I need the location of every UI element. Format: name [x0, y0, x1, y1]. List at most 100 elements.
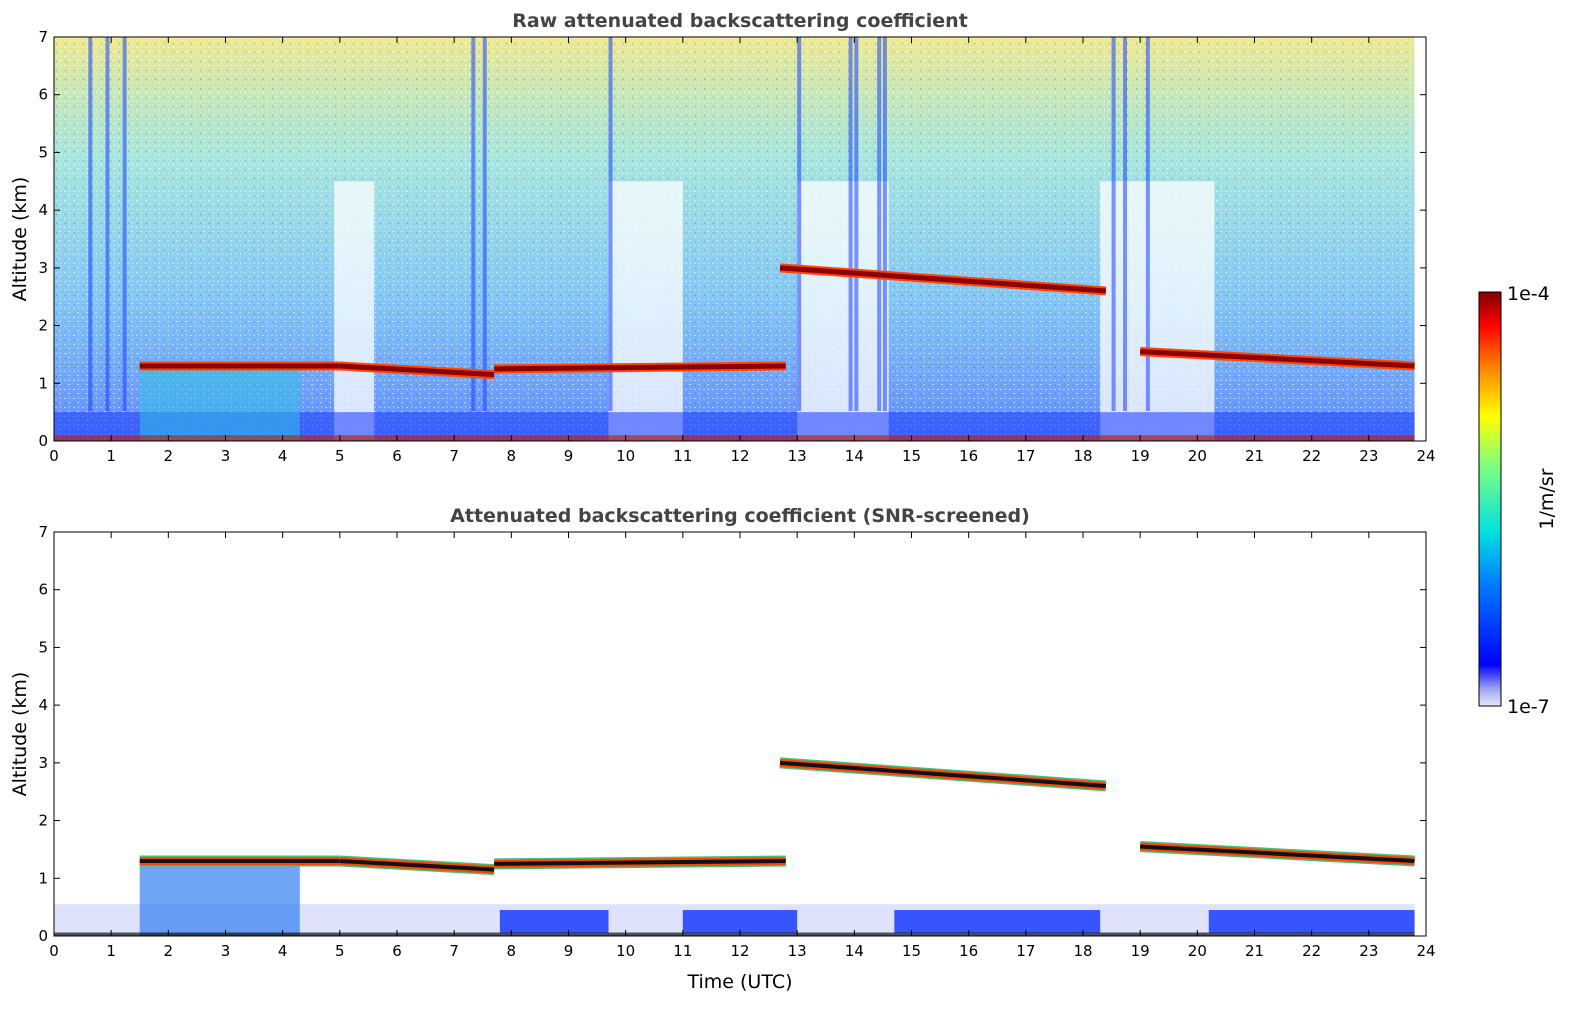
x-tick-label: 16 [959, 942, 978, 960]
y-tick-label: 2 [38, 317, 48, 335]
x-tick-label: 18 [1073, 447, 1092, 465]
screened-y-axis-label: Altitude (km) [9, 672, 31, 797]
x-axis-label: Time (UTC) [686, 971, 792, 993]
x-tick-label: 14 [845, 447, 864, 465]
x-tick-label: 2 [164, 942, 174, 960]
x-tick-label: 2 [164, 447, 174, 465]
y-tick-label: 1 [38, 374, 48, 392]
x-tick-label: 23 [1359, 942, 1378, 960]
x-tick-label: 16 [959, 447, 978, 465]
x-tick-label: 23 [1359, 447, 1378, 465]
x-tick-label: 20 [1188, 447, 1207, 465]
screened-boundary-layer [894, 910, 1101, 934]
surface-return [54, 435, 1415, 441]
screened-x-axis: 0 1 2 3 4 5 6 7 8 9 10 11 12 13 14 15 16 17 18 19 20 21 22 23 24 [49, 532, 1436, 960]
screened-cloud-layer [494, 858, 786, 866]
noise-streak [882, 37, 887, 411]
y-tick-label: 1 [38, 869, 48, 887]
noise-streak [854, 37, 859, 411]
cloud-layer [779, 265, 1107, 294]
screened-cloud-layer [779, 760, 1107, 788]
screened-cloud-layer [339, 858, 495, 872]
x-tick-label: 14 [845, 942, 864, 960]
x-tick-label: 20 [1188, 942, 1207, 960]
x-tick-label: 1 [106, 942, 116, 960]
noise-streak [608, 37, 613, 411]
colorbar-max-label: 1e-4 [1507, 283, 1550, 305]
y-tick-label: 6 [38, 581, 48, 599]
screened-aerosol-plume [139, 863, 300, 936]
clear-gap [334, 181, 375, 442]
colorbar-gradient [1478, 291, 1502, 707]
x-tick-label: 19 [1131, 447, 1150, 465]
x-tick-label: 11 [673, 447, 692, 465]
x-tick-label: 6 [392, 942, 402, 960]
x-tick-label: 10 [616, 942, 635, 960]
y-tick-label: 7 [38, 28, 48, 46]
x-tick-label: 7 [449, 447, 459, 465]
x-tick-label: 11 [673, 942, 692, 960]
x-tick-label: 5 [335, 447, 345, 465]
x-tick-label: 7 [449, 942, 459, 960]
x-tick-label: 22 [1302, 942, 1321, 960]
raw-backscatter-panel: Raw attenuated backscattering coefficien… [9, 10, 1436, 465]
aerosol-plume [139, 368, 300, 441]
y-tick-label: 4 [38, 201, 48, 219]
cloud-layer [339, 363, 495, 378]
x-tick-label: 1 [106, 447, 116, 465]
noise-streak [1111, 37, 1116, 411]
noise-streak [482, 37, 487, 411]
x-tick-label: 13 [788, 447, 807, 465]
clear-gap [608, 181, 683, 442]
noise-streak [1145, 37, 1150, 411]
x-tick-label: 19 [1131, 942, 1150, 960]
x-tick-label: 8 [507, 942, 517, 960]
x-tick-label: 3 [221, 447, 231, 465]
noise-streak [105, 37, 110, 411]
noise-streak [1123, 37, 1128, 411]
noise-streak [877, 37, 882, 411]
y-tick-label: 4 [38, 696, 48, 714]
x-tick-label: 0 [49, 447, 59, 465]
screened-cloud-layer [1140, 844, 1415, 863]
raw-y-axis-label: Altitude (km) [9, 177, 31, 302]
y-tick-label: 5 [38, 638, 48, 656]
y-tick-label: 3 [38, 259, 48, 277]
x-tick-label: 12 [730, 942, 749, 960]
raw-y-axis: 0 1 2 3 4 5 6 7 [38, 28, 1426, 450]
screened-panel-title: Attenuated backscattering coefficient (S… [450, 505, 1030, 527]
screened-boundary-layer [682, 910, 798, 934]
x-tick-label: 10 [616, 447, 635, 465]
x-tick-label: 5 [335, 942, 345, 960]
cloud-layer [494, 363, 786, 372]
x-tick-label: 13 [788, 942, 807, 960]
x-tick-label: 9 [564, 447, 574, 465]
x-tick-label: 21 [1245, 942, 1264, 960]
x-tick-label: 24 [1416, 447, 1435, 465]
screened-y-axis: 0 1 2 3 4 5 6 7 [38, 523, 1426, 945]
raw-heatmap [54, 37, 1415, 442]
screened-backscatter-panel: Attenuated backscattering coefficient (S… [9, 505, 1436, 993]
x-tick-label: 22 [1302, 447, 1321, 465]
screened-boundary-layer [1208, 910, 1415, 934]
colorbar: 1e-4 1e-7 1/m/sr [1478, 283, 1558, 718]
noise-streak [122, 37, 127, 411]
x-tick-label: 4 [278, 942, 288, 960]
noise-streak [848, 37, 853, 411]
x-tick-label: 17 [1016, 942, 1035, 960]
y-tick-label: 0 [38, 927, 48, 945]
x-tick-label: 18 [1073, 942, 1092, 960]
x-tick-label: 6 [392, 447, 402, 465]
x-tick-label: 0 [49, 942, 59, 960]
y-tick-label: 0 [38, 432, 48, 450]
y-tick-label: 5 [38, 143, 48, 161]
x-tick-label: 9 [564, 942, 574, 960]
x-tick-label: 17 [1016, 447, 1035, 465]
y-tick-label: 7 [38, 523, 48, 541]
x-tick-label: 3 [221, 942, 231, 960]
raw-x-axis: 0 1 2 3 4 5 6 7 8 9 10 11 12 13 14 15 16 17 18 19 20 21 22 23 24 [49, 37, 1436, 465]
colorbar-unit-label: 1/m/sr [1536, 468, 1558, 529]
noise-streak [88, 37, 93, 411]
noise-streak [471, 37, 476, 411]
